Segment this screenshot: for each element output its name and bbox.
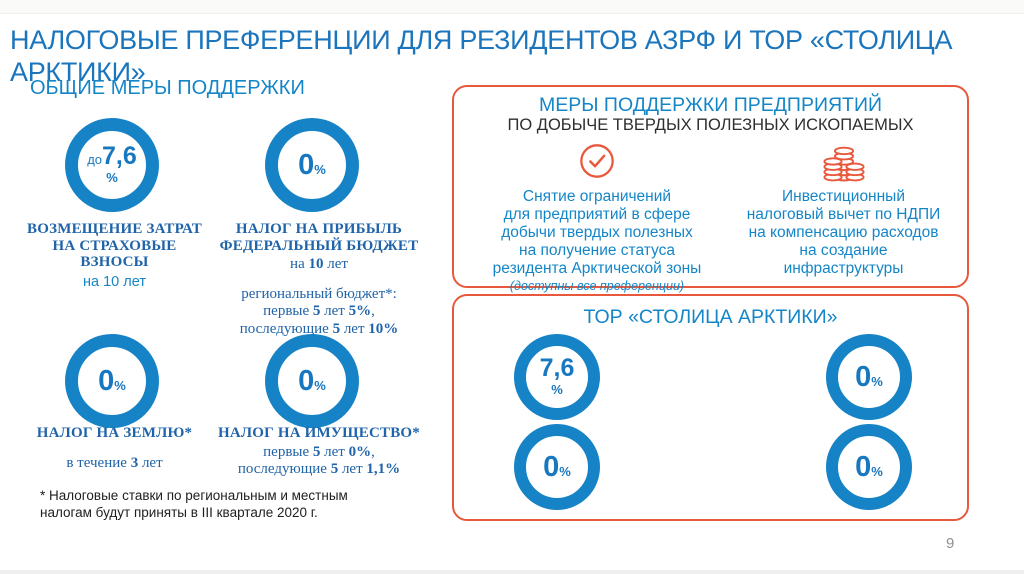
stat-unit: %: [871, 463, 883, 479]
stat-ring-property-tax: 0%: [265, 334, 359, 428]
mining-right-text: Инвестиционный налоговый вычет по НДПИ н…: [746, 188, 941, 277]
stat-unit: %: [106, 170, 118, 186]
stat-unit: %: [559, 463, 571, 479]
stat-ring-text: 0%: [543, 451, 571, 484]
stat-ring-insurance: до 7,6 %: [65, 118, 159, 212]
tor-stat-ring-2: 0%: [826, 334, 912, 420]
mining-box-right-column: Инвестиционный налоговый вычет по НДПИ н…: [726, 139, 961, 278]
footnote: * Налоговые ставки по региональным и мес…: [40, 488, 348, 520]
stat-unit: %: [314, 377, 326, 393]
stat-value: 0: [298, 364, 315, 397]
stat-prefix: до: [87, 152, 103, 168]
stat-ring-text: 0%: [855, 361, 883, 394]
measure-note: на 10 лет: [290, 256, 348, 272]
stat-value: 0: [98, 364, 115, 397]
stat-ring-text: 0%: [298, 365, 326, 398]
measure-label-insurance: ВОЗМЕЩЕНИЕ ЗАТРАТ НА СТРАХОВЫЕ ВЗНОСЫ на…: [12, 221, 217, 290]
measure-title: НАЛОГ НА ЗЕМЛЮ*: [36, 425, 193, 441]
stat-ring-text: 0%: [98, 365, 126, 398]
stat-value: 0: [543, 450, 560, 483]
mining-box-title: МЕРЫ ПОДДЕРЖКИ ПРЕДПРИЯТИЙ: [539, 94, 882, 116]
tor-box-title: ТОР «СТОЛИЦА АРКТИКИ»: [583, 306, 838, 328]
stat-value: 0: [298, 148, 315, 181]
stat-value: 7,6: [102, 142, 137, 171]
tor-stat-ring-4: 0%: [826, 424, 912, 510]
check-circle-icon: [472, 139, 722, 183]
tor-stat-ring-3: 0%: [514, 424, 600, 510]
bottom-strip: [0, 570, 1024, 574]
stat-unit: %: [871, 373, 883, 389]
section-heading-general-measures: ОБЩИЕ МЕРЫ ПОДДЕРЖКИ: [30, 77, 305, 99]
measure-note: на 10 лет: [83, 273, 146, 290]
tor-capital-arctic-box: ТОР «СТОЛИЦА АРКТИКИ» 7,6 % 0% 0% 0%: [452, 294, 969, 521]
stat-ring-text: 0%: [298, 149, 326, 182]
stat-ring-text: до 7,6 %: [87, 142, 137, 186]
tor-stat-ring-1: 7,6 %: [514, 334, 600, 420]
page-title: НАЛОГОВЫЕ ПРЕФЕРЕНЦИИ ДЛЯ РЕЗИДЕНТОВ АЗР…: [10, 25, 953, 87]
measure-label-land-tax: НАЛОГ НА ЗЕМЛЮ* в течение 3 лет: [12, 425, 217, 472]
stat-value: 7,6: [539, 354, 575, 383]
stat-ring-text: 7,6 %: [539, 354, 575, 398]
mining-support-box: МЕРЫ ПОДДЕРЖКИ ПРЕДПРИЯТИЙ ПО ДОБЫЧЕ ТВЕ…: [452, 85, 969, 293]
stat-ring-profit-tax: 0%: [265, 118, 359, 212]
stat-value: 0: [855, 450, 872, 483]
measure-label-property-tax: НАЛОГ НА ИМУЩЕСТВО* первые 5 лет 0%, посл…: [208, 425, 430, 479]
stat-value: 0: [855, 360, 872, 393]
measure-regional-note: региональный бюджет*: первые 5 лет 5%, пос…: [239, 285, 399, 337]
stat-ring-text: 0%: [855, 451, 883, 484]
measure-title: ВОЗМЕЩЕНИЕ ЗАТРАТ НА СТРАХОВЫЕ ВЗНОСЫ: [27, 221, 202, 270]
stat-ring-land-tax: 0%: [65, 334, 159, 428]
measure-label-profit-tax: НАЛОГ НА ПРИБЫЛЬ ФЕДЕРАЛЬНЫЙ БЮДЖЕТ на 1…: [210, 221, 428, 338]
mining-box-subtitle: ПО ДОБЫЧЕ ТВЕРДЫХ ПОЛЕЗНЫХ ИСКОПАЕМЫХ: [507, 116, 914, 134]
coins-icon: [726, 139, 961, 183]
measure-title: НАЛОГ НА ПРИБЫЛЬ ФЕДЕРАЛЬНЫЙ БЮДЖЕТ: [219, 221, 419, 254]
measure-title: НАЛОГ НА ИМУЩЕСТВО*: [217, 425, 420, 441]
mining-left-note: (доступны все преференции): [509, 279, 685, 293]
stat-unit: %: [114, 377, 126, 393]
mining-box-left-column: Снятие ограничений для предприятий в сфе…: [472, 139, 722, 293]
mining-left-text: Снятие ограничений для предприятий в сфе…: [492, 188, 702, 277]
page-number: 9: [946, 535, 955, 552]
stat-unit: %: [314, 161, 326, 177]
top-strip: [0, 0, 1024, 14]
measure-note: в течение 3 лет: [66, 454, 163, 471]
measure-note: первые 5 лет 0%, последующие 5 лет 1,1%: [237, 443, 401, 478]
stat-unit: %: [551, 382, 563, 398]
